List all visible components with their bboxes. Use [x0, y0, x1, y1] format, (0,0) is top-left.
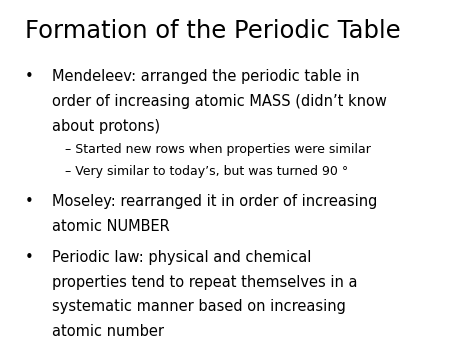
Text: •: • — [25, 250, 33, 265]
Text: atomic number: atomic number — [52, 324, 164, 338]
Text: Mendeleev: arranged the periodic table in: Mendeleev: arranged the periodic table i… — [52, 69, 360, 84]
Text: systematic manner based on increasing: systematic manner based on increasing — [52, 299, 346, 314]
Text: order of increasing atomic MASS (didn’t know: order of increasing atomic MASS (didn’t … — [52, 94, 387, 109]
Text: •: • — [25, 194, 33, 209]
Text: – Very similar to today’s, but was turned 90 °: – Very similar to today’s, but was turne… — [65, 165, 348, 178]
Text: atomic NUMBER: atomic NUMBER — [52, 219, 170, 234]
Text: properties tend to repeat themselves in a: properties tend to repeat themselves in … — [52, 275, 357, 290]
Text: – Started new rows when properties were similar: – Started new rows when properties were … — [65, 143, 371, 156]
Text: Periodic law: physical and chemical: Periodic law: physical and chemical — [52, 250, 311, 265]
Text: Formation of the Periodic Table: Formation of the Periodic Table — [25, 19, 400, 43]
Text: •: • — [25, 69, 33, 84]
Text: Moseley: rearranged it in order of increasing: Moseley: rearranged it in order of incre… — [52, 194, 377, 209]
Text: about protons): about protons) — [52, 119, 160, 134]
